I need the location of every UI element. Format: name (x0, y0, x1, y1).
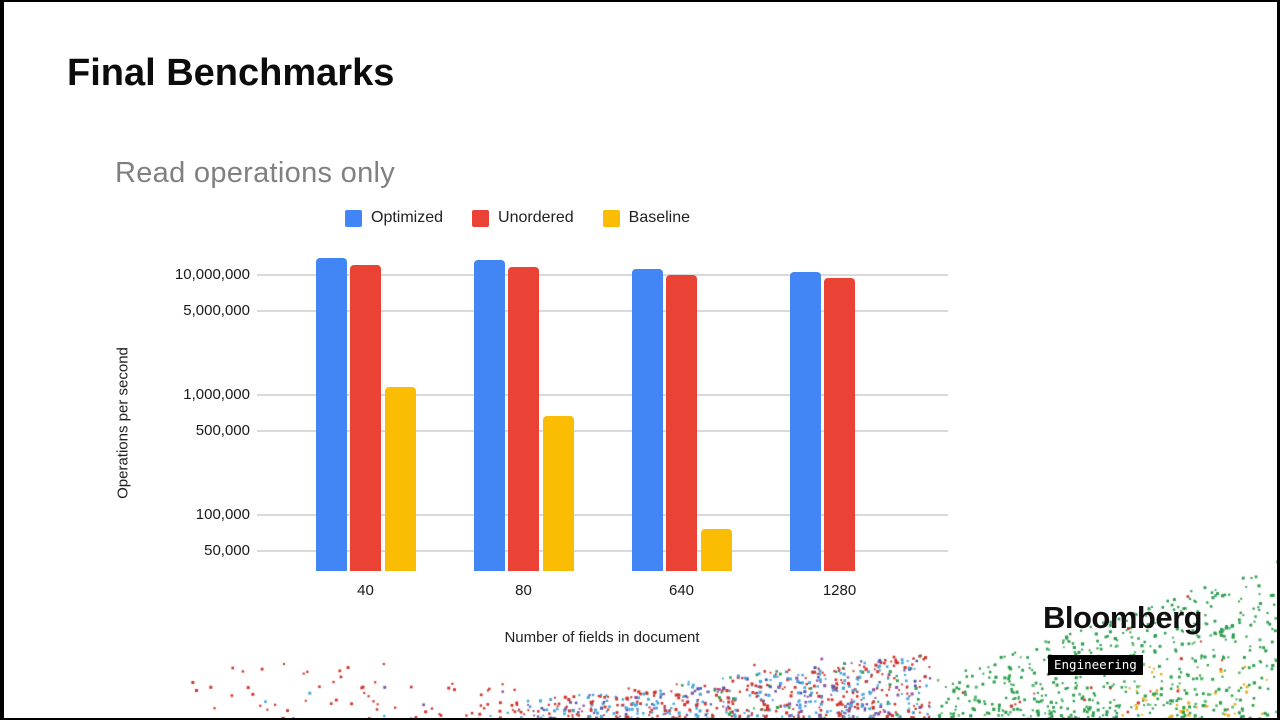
x-tick-label: 640 (668, 582, 695, 599)
bar-unordered-40 (350, 265, 381, 571)
bar-optimized-40 (315, 258, 347, 571)
legend-swatch-baseline (602, 209, 620, 227)
legend-item-baseline: Baseline (602, 209, 691, 227)
bar-baseline-640 (700, 529, 732, 571)
y-tick-label: 5,000,000 (183, 301, 250, 319)
chart-legend: Optimized Unordered Baseline (345, 209, 690, 227)
legend-item-optimized: Optimized (345, 209, 443, 227)
y-tick-label: 100,000 (195, 505, 250, 523)
bar-optimized-80 (473, 260, 505, 571)
x-axis-title: Number of fields in document (504, 629, 700, 646)
bar-unordered-80 (508, 267, 539, 571)
y-tick-label: 1,000,000 (183, 385, 250, 403)
bloomberg-logo: Bloomberg (1043, 600, 1203, 635)
bar-optimized-640 (631, 268, 663, 571)
legend-swatch-unordered (472, 209, 490, 227)
x-tick-label: 40 (357, 582, 374, 599)
x-tick-label: 80 (515, 582, 532, 599)
legend-label: Unordered (498, 209, 574, 226)
legend-label: Baseline (628, 209, 691, 226)
y-tick-label: 500,000 (195, 421, 250, 439)
chart-title: Read operations only (115, 157, 396, 189)
bar-optimized-1280 (789, 272, 821, 571)
legend-item-unordered: Unordered (472, 209, 574, 227)
legend-label: Optimized (371, 209, 444, 226)
bar-baseline-40 (384, 387, 416, 571)
y-tick-label: 50,000 (204, 541, 250, 559)
bloomberg-engineering-badge: Engineering (1048, 655, 1143, 675)
presentation-slide: Final Benchmarks Read operations only Op… (4, 2, 1277, 718)
bar-unordered-1280 (824, 277, 855, 571)
legend-swatch-optimized (345, 209, 362, 227)
y-tick-label: 10,000,000 (174, 265, 250, 283)
bar-baseline-80 (542, 415, 574, 571)
bar-unordered-640 (666, 274, 697, 571)
x-tick-label: 1280 (822, 582, 857, 599)
